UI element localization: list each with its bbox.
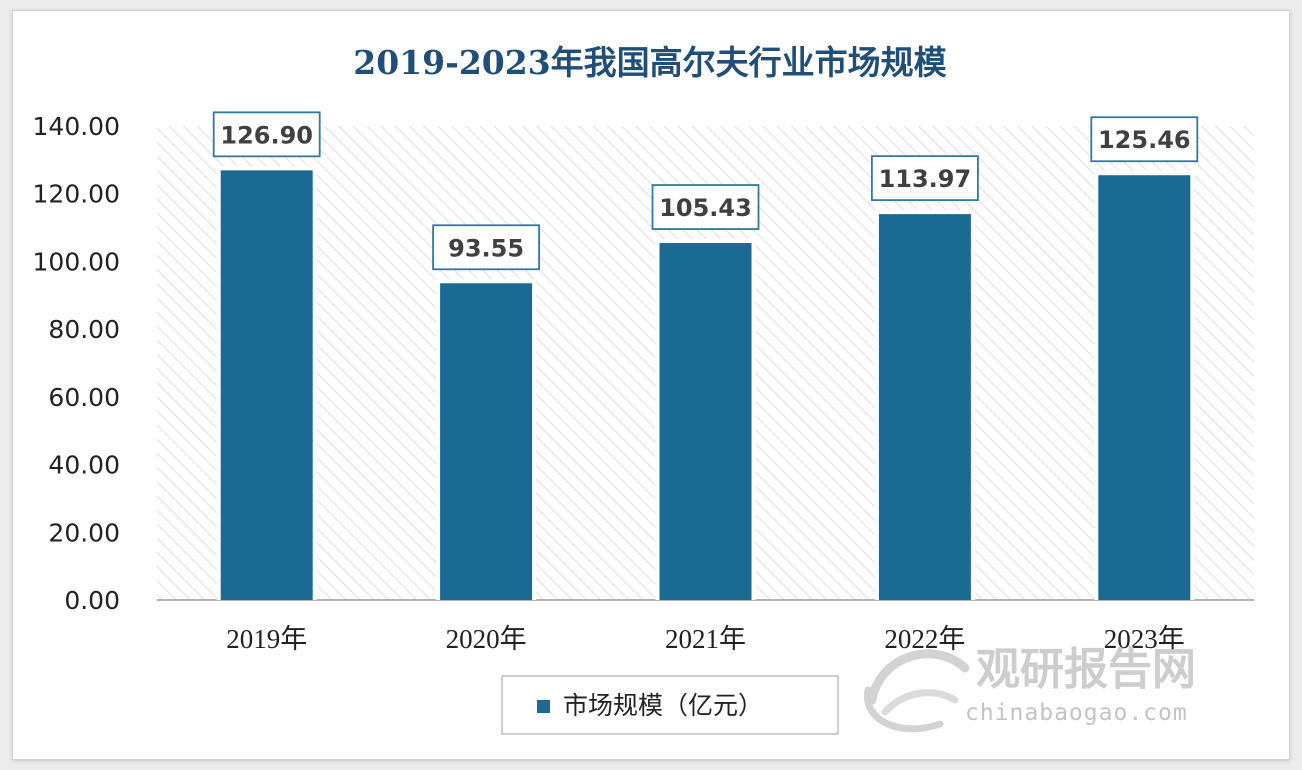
x-tick-label: 2022年 — [884, 624, 965, 654]
data-label-box — [432, 224, 541, 271]
data-label: 105.43 — [659, 194, 752, 222]
y-tick-label: 80.00 — [48, 315, 120, 344]
y-tick-label: 40.00 — [48, 451, 120, 480]
watermark-logo-text: 观研报告网 — [976, 644, 1196, 695]
x-tick-label: 2019年 — [226, 624, 307, 654]
legend: 市场规模（亿元） — [501, 675, 839, 735]
bar — [878, 214, 971, 601]
watermark-logo-icon — [863, 649, 970, 733]
x-tick-label: 2023年 — [1104, 624, 1185, 654]
data-label: 113.97 — [879, 165, 972, 193]
bar — [1098, 175, 1191, 601]
data-label: 93.55 — [448, 234, 524, 262]
chart-title: 2019-2023年我国高尔夫行业市场规模 — [353, 43, 947, 82]
data-label: 126.90 — [220, 121, 313, 149]
x-axis-ticks: 2019年 2020年 2021年 2022年 2023年 — [226, 624, 1185, 654]
y-tick-label: 60.00 — [48, 383, 120, 412]
x-tick-label: 2021年 — [665, 624, 746, 654]
data-label-box — [871, 155, 979, 202]
y-tick-label: 120.00 — [33, 180, 120, 209]
data-labels: 126.90 93.55 105.43 113.97 125.46 — [212, 111, 1199, 271]
bar — [659, 243, 752, 601]
watermark-url: chinabaogao.com — [965, 700, 1188, 726]
y-tick-label: 140.00 — [33, 112, 120, 141]
data-label-box — [1090, 116, 1199, 163]
data-label: 125.46 — [1098, 126, 1191, 154]
bar — [220, 170, 313, 601]
y-axis-ticks: 0.00 20.00 40.00 60.00 80.00 100.00 120.00 140.… — [33, 112, 120, 615]
x-tick-label: 2020年 — [446, 624, 527, 654]
data-label-box — [212, 111, 321, 158]
data-label-box — [651, 184, 760, 230]
bars — [216, 166, 1195, 601]
y-tick-label: 0.00 — [64, 586, 120, 615]
legend-box — [501, 675, 839, 735]
bar — [440, 283, 533, 600]
y-tick-label: 100.00 — [33, 247, 120, 276]
legend-swatch — [537, 700, 550, 713]
legend-label: 市场规模（亿元） — [563, 691, 763, 720]
watermark: 观研报告网 chinabaogao.com — [863, 644, 1196, 733]
y-tick-label: 20.00 — [48, 518, 120, 547]
